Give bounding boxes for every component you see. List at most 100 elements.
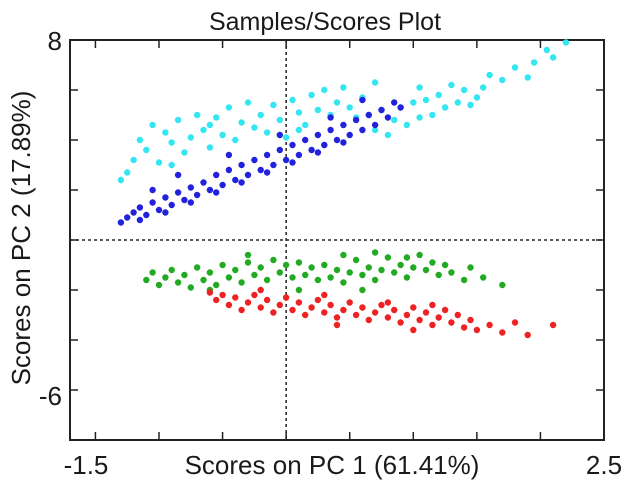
data-point-cyan	[454, 99, 461, 106]
data-point-green	[295, 286, 303, 294]
data-point-cyan	[282, 134, 290, 141]
data-point-green	[410, 264, 417, 271]
data-point-red	[257, 286, 264, 294]
data-point-green	[251, 271, 258, 279]
data-point-blue	[130, 209, 137, 216]
data-point-red	[486, 321, 493, 329]
data-point-cyan	[174, 116, 182, 124]
data-point-red	[289, 306, 296, 314]
data-point-cyan	[187, 134, 194, 141]
chart-title: Samples/Scores Plot	[209, 8, 441, 36]
data-point-cyan	[219, 131, 226, 139]
y-tick-label-min: -6	[39, 381, 62, 411]
data-point-blue	[187, 184, 194, 191]
x-axis-label: Scores on PC 1 (61.41%)	[185, 450, 480, 480]
data-point-green	[359, 271, 366, 279]
data-point-blue	[276, 131, 283, 139]
data-point-red	[251, 291, 258, 299]
data-point-red	[549, 321, 557, 329]
data-point-green	[346, 269, 353, 276]
data-point-green	[168, 266, 175, 274]
data-point-red	[371, 309, 379, 316]
data-point-green	[302, 271, 309, 279]
data-point-cyan	[314, 106, 322, 114]
data-point-cyan	[295, 126, 303, 134]
data-point-blue	[282, 156, 290, 164]
data-point-green	[187, 284, 194, 291]
data-point-blue	[263, 151, 271, 159]
data-point-red	[454, 311, 461, 319]
data-point-red	[410, 326, 417, 334]
x-tick-label-min: -1.5	[64, 450, 109, 480]
data-point-green	[391, 269, 398, 276]
data-point-green	[327, 274, 334, 281]
data-point-green	[200, 276, 207, 284]
data-point-blue	[327, 114, 334, 121]
data-point-cyan	[422, 96, 430, 104]
data-point-cyan	[244, 99, 252, 106]
data-point-blue	[174, 189, 182, 196]
data-point-green	[193, 264, 201, 271]
data-point-green	[244, 251, 252, 259]
data-point-cyan	[429, 111, 436, 119]
data-point-cyan	[143, 146, 150, 154]
data-point-blue	[289, 159, 296, 166]
data-point-cyan	[213, 114, 220, 121]
data-point-blue	[219, 181, 226, 189]
data-point-red	[499, 329, 506, 336]
data-point-green	[181, 271, 188, 279]
data-points	[117, 39, 570, 339]
data-point-green	[238, 279, 245, 286]
data-point-cyan	[340, 84, 347, 91]
data-point-green	[232, 266, 239, 274]
data-point-blue	[352, 116, 360, 124]
data-point-green	[321, 261, 328, 269]
data-point-green	[378, 266, 385, 274]
data-point-green	[499, 281, 506, 289]
data-point-green	[314, 276, 322, 284]
data-point-green	[416, 251, 423, 259]
data-point-blue	[378, 106, 385, 114]
data-point-cyan	[333, 99, 341, 106]
data-point-blue	[187, 199, 194, 206]
data-point-blue	[181, 196, 188, 204]
data-point-red	[429, 301, 436, 309]
data-point-green	[149, 269, 156, 276]
data-point-cyan	[276, 116, 283, 124]
data-point-blue	[251, 156, 258, 164]
data-point-blue	[270, 161, 277, 169]
data-point-red	[302, 311, 309, 319]
data-point-cyan	[511, 64, 519, 71]
data-point-green	[441, 261, 449, 269]
data-point-red	[308, 304, 315, 311]
data-point-blue	[314, 131, 322, 139]
data-point-red	[448, 319, 455, 326]
data-point-cyan	[562, 39, 570, 46]
data-point-cyan	[403, 121, 411, 129]
data-point-green	[282, 261, 290, 269]
data-point-red	[384, 314, 392, 321]
data-point-blue	[136, 204, 144, 211]
data-point-green	[384, 254, 392, 261]
data-point-green	[213, 281, 220, 289]
data-point-red	[270, 309, 277, 316]
data-point-blue	[124, 214, 131, 221]
data-point-red	[321, 309, 328, 316]
data-point-blue	[225, 166, 233, 174]
data-point-red	[225, 301, 233, 309]
data-point-cyan	[499, 76, 506, 84]
data-point-blue	[359, 126, 366, 134]
data-point-green	[340, 251, 347, 259]
data-point-cyan	[530, 59, 538, 66]
data-point-cyan	[473, 94, 481, 101]
data-point-blue	[340, 121, 347, 129]
data-point-red	[473, 326, 481, 334]
data-point-blue	[174, 171, 182, 179]
data-point-red	[238, 306, 245, 314]
data-point-blue	[346, 131, 353, 139]
data-point-green	[359, 286, 366, 294]
data-point-green	[333, 266, 341, 274]
data-point-blue	[143, 211, 150, 219]
data-point-red	[467, 316, 474, 324]
